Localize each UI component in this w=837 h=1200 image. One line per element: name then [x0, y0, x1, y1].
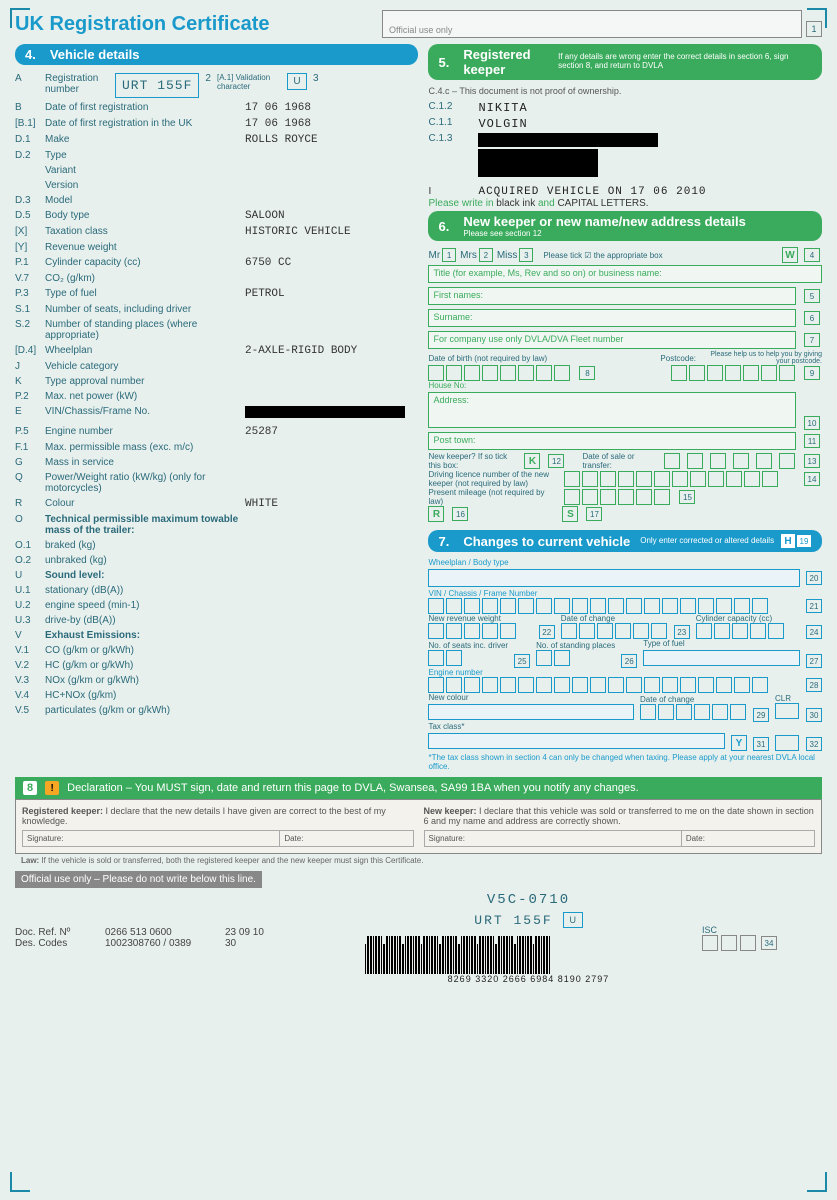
barcode [365, 934, 692, 974]
firstnames-field[interactable]: First names: [428, 287, 796, 305]
rk-date[interactable]: Date: [280, 831, 412, 846]
barcode-number: 8269 3320 2666 6984 8190 2797 [365, 974, 692, 984]
right-column: 5.Registered keeper If any details are w… [428, 44, 822, 771]
tax-note: *The tax class shown in section 4 can on… [428, 753, 822, 771]
mileage-cells[interactable] [564, 489, 671, 505]
title-options: Mr1 Mrs2 Miss3 Please tick ☑ the appropr… [428, 247, 822, 263]
sec8: 8 ! Declaration – You MUST sign, date an… [15, 777, 822, 867]
official-use-box: Official use only [382, 10, 802, 38]
keeper-firstname: NIKITA [478, 101, 527, 115]
warning-icon: ! [45, 781, 59, 795]
newkeeper-tick[interactable]: K [524, 453, 540, 469]
reg-number: URT 155F [115, 73, 199, 98]
write-instruction: Please write in black ink and CAPITAL LE… [428, 198, 822, 209]
acquired-date: ACQUIRED VEHICLE ON 17 06 2010 [478, 186, 706, 198]
sec6-header: 6. New keeper or new name/new address de… [428, 211, 822, 241]
dln-cells[interactable] [564, 471, 796, 487]
redacted-address2 [478, 149, 598, 177]
validation-char: U [287, 73, 307, 90]
rk-signature[interactable]: Signature: [23, 831, 280, 846]
sec7: 7.Changes to current vehicle Only enter … [428, 530, 822, 771]
keeper-surname: VOLGIN [478, 117, 527, 131]
sec8-header: 8 ! Declaration – You MUST sign, date an… [15, 777, 822, 799]
doc-title: UK Registration Certificate [15, 13, 382, 36]
sec5-header: 5.Registered keeper If any details are w… [428, 44, 822, 80]
header: UK Registration Certificate Official use… [15, 10, 822, 38]
official-use-bar: Official use only – Please do not write … [15, 871, 262, 888]
vin-cells[interactable] [428, 598, 800, 614]
nk-date[interactable]: Date: [682, 831, 814, 846]
redacted-address [478, 133, 658, 147]
title-field[interactable]: Title (for example, Ms, Rev and so on) o… [428, 265, 822, 283]
vehicle-details: 4.Vehicle details A Registration number … [15, 44, 418, 771]
company-field[interactable]: For company use only DVLA/DVA Fleet numb… [428, 331, 796, 349]
proof-note: C.4.c – This document is not proof of ow… [428, 86, 822, 96]
form-code: V5C-0710 [365, 892, 692, 908]
footer-validation: U [563, 912, 583, 928]
sec7-header: 7.Changes to current vehicle Only enter … [428, 530, 822, 552]
footer-reg: URT 155F [474, 913, 552, 928]
dob-cells[interactable] [428, 365, 571, 381]
nk-signature[interactable]: Signature: [425, 831, 682, 846]
postcode-cells[interactable] [671, 365, 796, 381]
footer: Official use only – Please do not write … [15, 871, 822, 984]
wheelplan-field[interactable] [428, 569, 800, 587]
surname-field[interactable]: Surname: [428, 309, 796, 327]
engine-cells[interactable] [428, 677, 800, 693]
sec4-header: 4.Vehicle details [15, 44, 418, 65]
address-field[interactable]: Address: [428, 392, 796, 428]
posttown-field[interactable]: Post town: [428, 432, 796, 450]
